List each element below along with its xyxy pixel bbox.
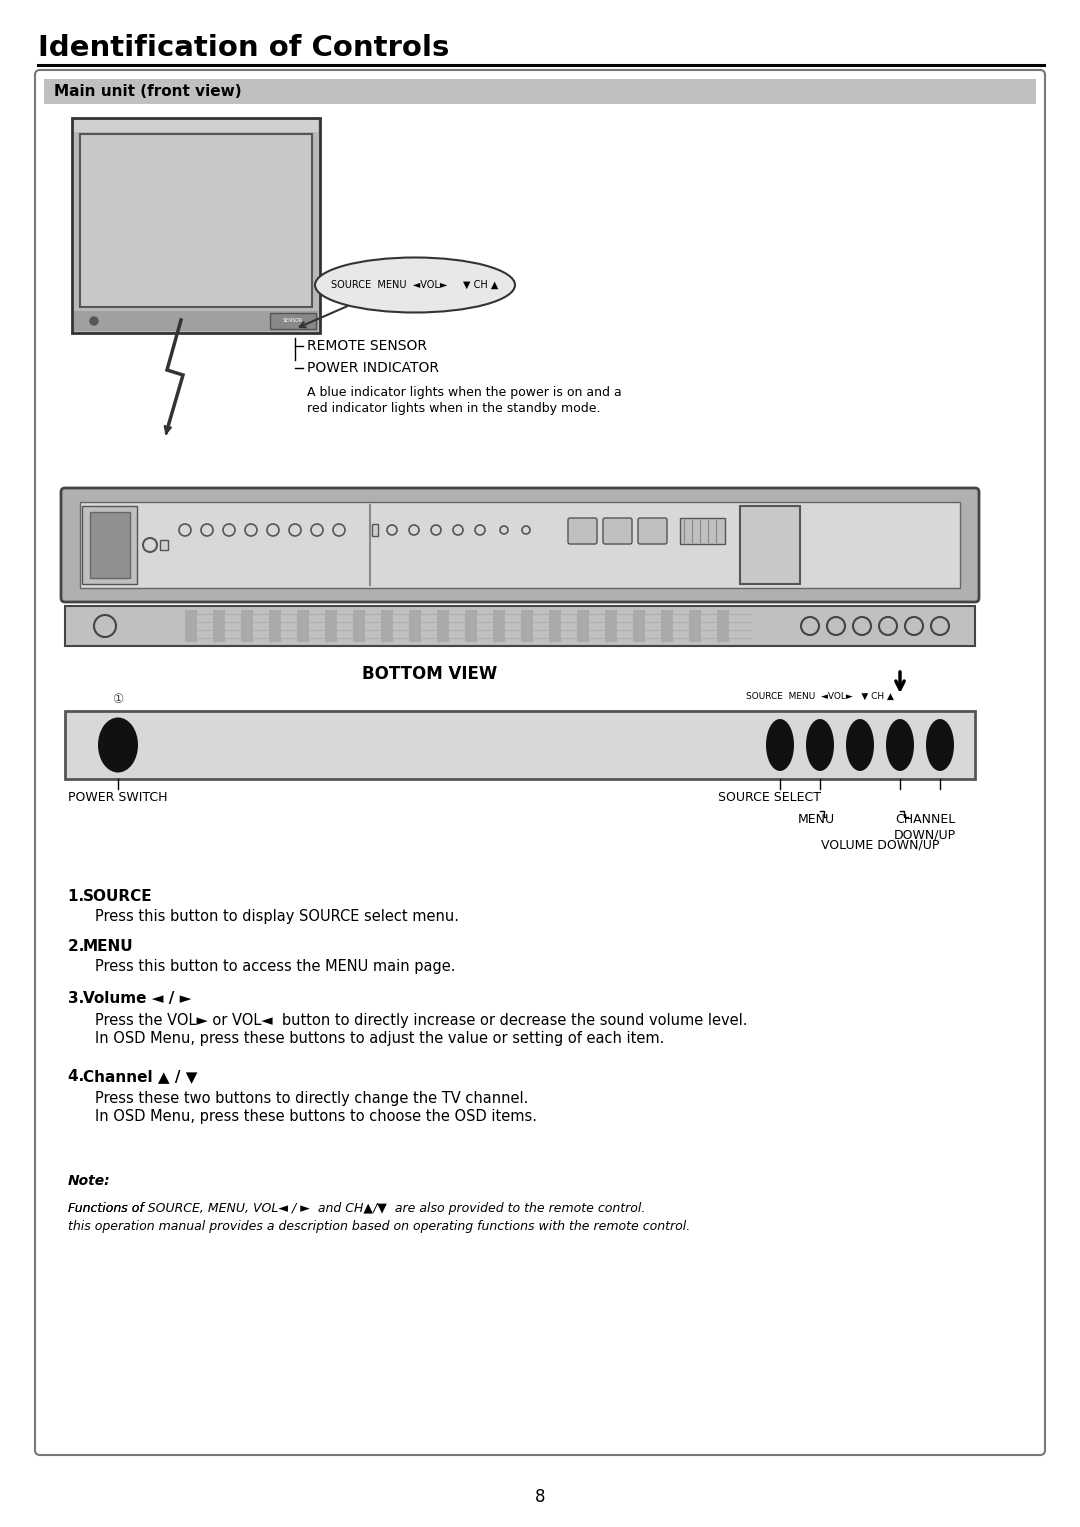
Text: MENU: MENU: [797, 812, 835, 826]
Text: SOURCE  MENU  ◄VOL►   ▼ CH ▲: SOURCE MENU ◄VOL► ▼ CH ▲: [746, 692, 894, 701]
Text: 4.: 4.: [68, 1069, 90, 1084]
FancyBboxPatch shape: [521, 609, 534, 641]
FancyBboxPatch shape: [185, 609, 197, 641]
Text: 3.: 3.: [68, 991, 90, 1006]
FancyBboxPatch shape: [689, 609, 701, 641]
FancyBboxPatch shape: [35, 70, 1045, 1455]
FancyBboxPatch shape: [372, 524, 378, 536]
FancyBboxPatch shape: [717, 609, 729, 641]
FancyBboxPatch shape: [80, 502, 960, 588]
Text: this operation manual provides a description based on operating functions with t: this operation manual provides a descrip…: [68, 1220, 690, 1232]
Text: In OSD Menu, press these buttons to choose the OSD items.: In OSD Menu, press these buttons to choo…: [95, 1109, 537, 1124]
FancyBboxPatch shape: [270, 313, 316, 328]
FancyBboxPatch shape: [75, 312, 318, 331]
FancyBboxPatch shape: [325, 609, 337, 641]
Text: SOURCE: SOURCE: [83, 889, 152, 904]
FancyBboxPatch shape: [661, 609, 673, 641]
Text: BOTTOM VIEW: BOTTOM VIEW: [363, 664, 498, 683]
FancyBboxPatch shape: [269, 609, 281, 641]
FancyBboxPatch shape: [65, 712, 975, 779]
FancyBboxPatch shape: [241, 609, 253, 641]
Ellipse shape: [886, 719, 914, 771]
Text: red indicator lights when in the standby mode.: red indicator lights when in the standby…: [307, 402, 600, 415]
Text: Volume ◄ / ►: Volume ◄ / ►: [83, 991, 191, 1006]
FancyBboxPatch shape: [568, 518, 597, 544]
Text: Press these two buttons to directly change the TV channel.: Press these two buttons to directly chan…: [95, 1090, 528, 1106]
FancyBboxPatch shape: [605, 609, 617, 641]
Text: A blue indicator lights when the power is on and a: A blue indicator lights when the power i…: [307, 386, 622, 399]
FancyBboxPatch shape: [603, 518, 632, 544]
Text: Press this button to access the MENU main page.: Press this button to access the MENU mai…: [95, 959, 456, 974]
Text: SOURCE SELECT: SOURCE SELECT: [718, 791, 822, 805]
Text: Note:: Note:: [68, 1174, 110, 1188]
Text: ①: ①: [112, 693, 123, 705]
Text: CHANNEL
DOWN/UP: CHANNEL DOWN/UP: [894, 812, 956, 841]
FancyBboxPatch shape: [633, 609, 645, 641]
Text: 8: 8: [535, 1487, 545, 1506]
FancyBboxPatch shape: [577, 609, 589, 641]
Text: SENSOR: SENSOR: [283, 319, 303, 324]
FancyBboxPatch shape: [437, 609, 449, 641]
Text: SOURCE  MENU  ◄VOL►     ▼ CH ▲: SOURCE MENU ◄VOL► ▼ CH ▲: [332, 279, 499, 290]
FancyBboxPatch shape: [82, 505, 137, 583]
Text: 1.: 1.: [68, 889, 90, 904]
Text: Functions of: Functions of: [68, 1202, 148, 1215]
FancyBboxPatch shape: [492, 609, 505, 641]
Text: Channel ▲ / ▼: Channel ▲ / ▼: [83, 1069, 198, 1084]
FancyBboxPatch shape: [72, 118, 320, 333]
FancyBboxPatch shape: [44, 79, 1036, 104]
Text: VOLUME DOWN/UP: VOLUME DOWN/UP: [821, 838, 940, 852]
Ellipse shape: [315, 258, 515, 313]
Ellipse shape: [98, 718, 138, 773]
FancyBboxPatch shape: [65, 606, 975, 646]
FancyBboxPatch shape: [638, 518, 667, 544]
Ellipse shape: [846, 719, 874, 771]
Text: Press the VOL► or VOL◄  button to directly increase or decrease the sound volume: Press the VOL► or VOL◄ button to directl…: [95, 1012, 747, 1028]
Text: POWER SWITCH: POWER SWITCH: [68, 791, 167, 805]
Text: MENU: MENU: [83, 939, 134, 954]
Text: In OSD Menu, press these buttons to adjust the value or setting of each item.: In OSD Menu, press these buttons to adju…: [95, 1031, 664, 1046]
FancyBboxPatch shape: [60, 489, 978, 602]
FancyBboxPatch shape: [80, 134, 312, 307]
Text: Functions of SOURCE, MENU, VOL◄ / ►  and CH▲/▼  are also provided to the remote : Functions of SOURCE, MENU, VOL◄ / ► and …: [68, 1202, 646, 1215]
Text: Identification of Controls: Identification of Controls: [38, 34, 449, 63]
FancyBboxPatch shape: [90, 512, 130, 579]
Ellipse shape: [926, 719, 954, 771]
Ellipse shape: [766, 719, 794, 771]
FancyBboxPatch shape: [465, 609, 477, 641]
FancyBboxPatch shape: [353, 609, 365, 641]
FancyBboxPatch shape: [549, 609, 561, 641]
FancyBboxPatch shape: [680, 518, 725, 544]
Ellipse shape: [806, 719, 834, 771]
Text: Main unit (front view): Main unit (front view): [54, 84, 242, 99]
FancyBboxPatch shape: [160, 541, 168, 550]
FancyBboxPatch shape: [297, 609, 309, 641]
FancyBboxPatch shape: [75, 121, 318, 131]
Circle shape: [90, 318, 98, 325]
Text: Press this button to display SOURCE select menu.: Press this button to display SOURCE sele…: [95, 909, 459, 924]
Text: POWER INDICATOR: POWER INDICATOR: [307, 360, 438, 376]
FancyBboxPatch shape: [381, 609, 393, 641]
FancyBboxPatch shape: [409, 609, 421, 641]
FancyBboxPatch shape: [740, 505, 800, 583]
FancyBboxPatch shape: [213, 609, 225, 641]
Text: 2.: 2.: [68, 939, 90, 954]
Text: REMOTE SENSOR: REMOTE SENSOR: [307, 339, 427, 353]
